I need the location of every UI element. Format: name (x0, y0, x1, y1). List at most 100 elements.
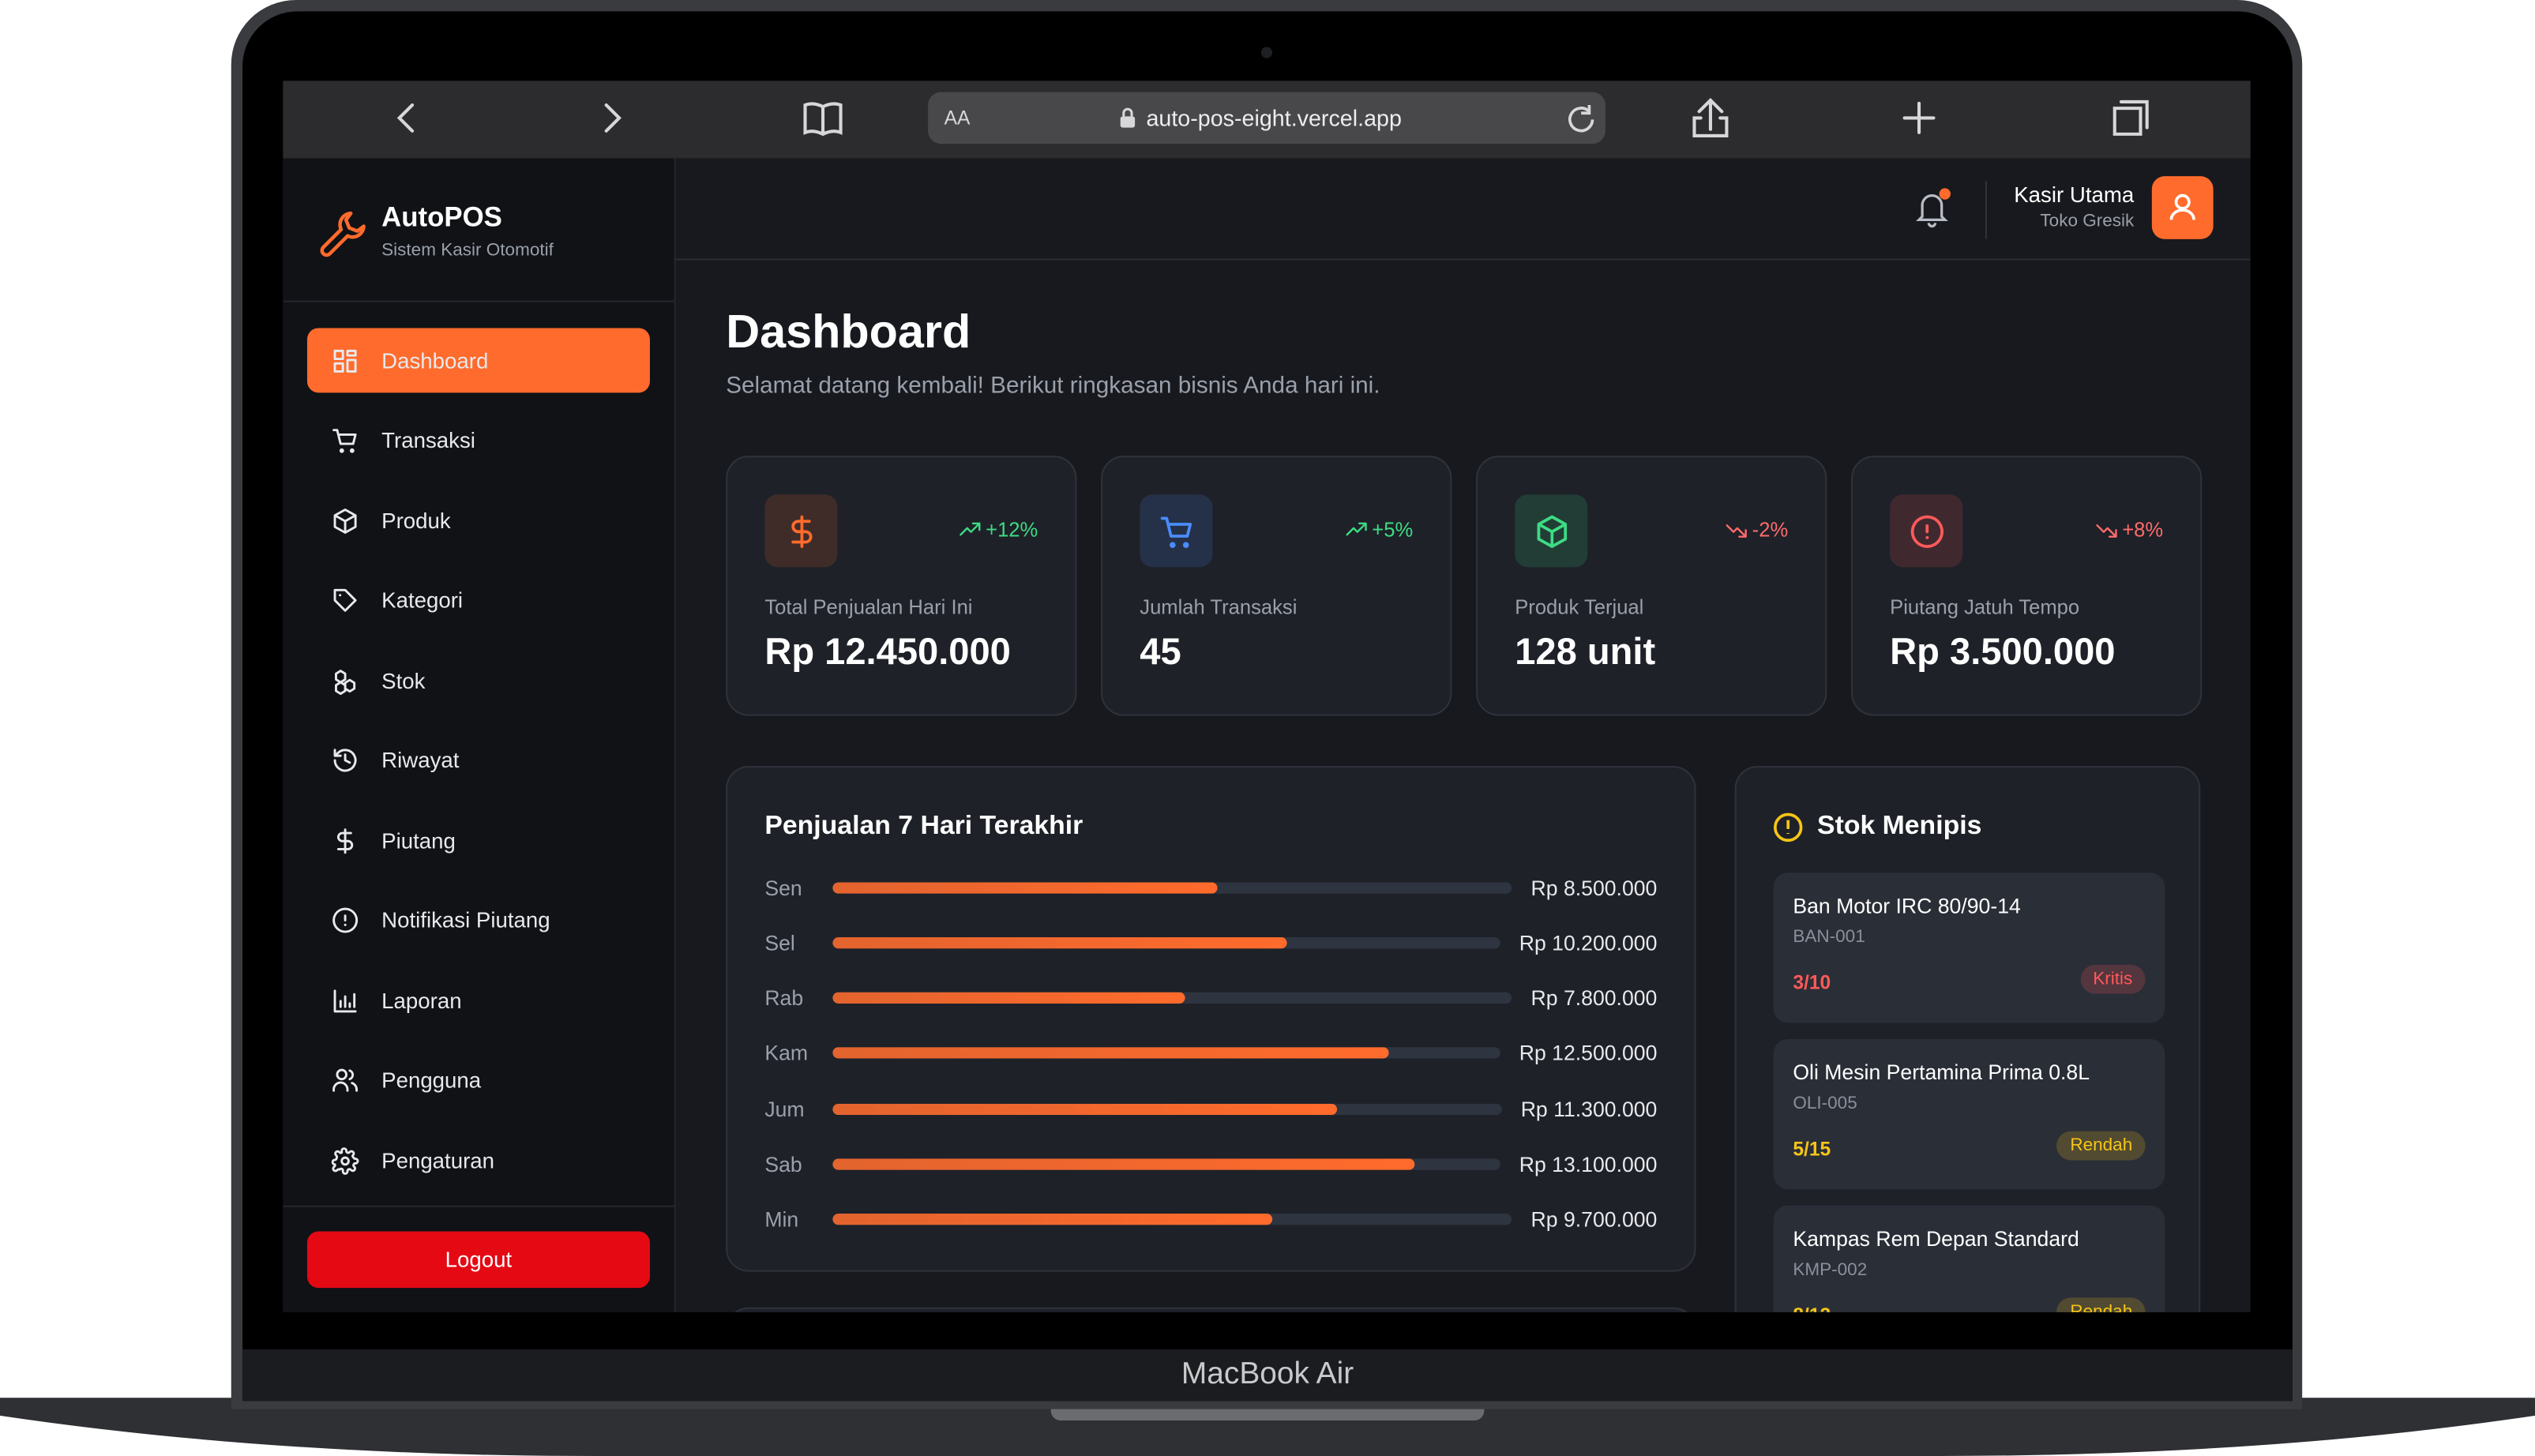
trend-icon (1345, 522, 1366, 536)
tabs[interactable] (2112, 99, 2149, 136)
divider (283, 300, 674, 302)
stat-value: Rp 3.500.000 (1890, 630, 2116, 673)
chin (242, 1349, 2293, 1402)
stock-item[interactable]: Kampas Rem Depan Standard KMP-002 8/12 Rend… (1773, 1205, 2165, 1312)
topbar: Kasir Utama Toko Gresik (675, 159, 2251, 261)
logo-icon (320, 211, 366, 257)
value-label: Rp 8.500.000 (1530, 875, 1658, 899)
new-tab[interactable] (1902, 101, 1936, 134)
browser-icons (396, 97, 2149, 137)
stat-value: 45 (1140, 630, 1181, 673)
category-label: Sab (764, 1152, 802, 1176)
value-label: Rp 12.500.000 (1519, 1041, 1658, 1066)
stock-card: Stok Menipis Ban Motor IRC 80/90-14 BAN-0… (1734, 766, 2201, 1312)
stat-label: Piutang Jatuh Tempo (1890, 596, 2080, 619)
nav-icon (333, 588, 357, 612)
back[interactable] (396, 103, 415, 133)
nav-label: Laporan (381, 988, 462, 1013)
nav-label: Riwayat (381, 748, 460, 773)
bar-track (832, 936, 1500, 948)
nav-item[interactable]: Riwayat (307, 728, 650, 793)
nav-icon (332, 429, 357, 453)
notification-bell[interactable] (1913, 187, 1955, 229)
stat-icon (1140, 494, 1213, 568)
logout-button[interactable]: Logout (306, 1231, 650, 1289)
nav-item[interactable]: Pengguna (307, 1048, 650, 1113)
bar-row: Rab Rp 7.800.000 (764, 982, 1657, 1015)
product-name: Oli Mesin Pertamina Prima 0.8L (1793, 1060, 2090, 1085)
nav-icon (333, 989, 357, 1012)
stock-status: Rendah (2056, 1131, 2146, 1161)
bookmarks[interactable] (803, 102, 843, 137)
nav-icon (336, 827, 354, 854)
value-label: Rp 7.800.000 (1530, 985, 1658, 1011)
bar-track (832, 992, 1512, 1004)
stock-item[interactable]: Ban Motor IRC 80/90-14 BAN-001 3/10 Kritis (1773, 872, 2165, 1023)
bar (832, 881, 1218, 893)
nav-icon (332, 1068, 359, 1092)
stat-value: 128 unit (1515, 630, 1656, 673)
url: auto-pos-eight.vercel.app (1146, 105, 1402, 131)
nav-item[interactable]: Dashboard (306, 328, 650, 393)
nav-label: Dashboard (381, 348, 489, 373)
nav-item[interactable]: Transaksi (307, 408, 650, 473)
bar-row: Min Rp 9.700.000 (764, 1203, 1657, 1236)
stat-label: Total Penjualan Hari Ini (764, 596, 973, 619)
nav-item[interactable]: Laporan (307, 968, 650, 1033)
share[interactable] (1692, 97, 1729, 137)
category-label: Jum (764, 1097, 805, 1121)
bar (832, 936, 1286, 948)
nav-item[interactable]: Pengaturan (307, 1128, 650, 1193)
category-label: Kam (764, 1041, 809, 1066)
bar-track (832, 881, 1512, 893)
divider (283, 1205, 674, 1207)
value-label: Rp 10.200.000 (1519, 930, 1658, 955)
bar (832, 1047, 1389, 1060)
bar (832, 992, 1186, 1004)
stat-value: Rp 12.450.000 (764, 630, 1011, 673)
nav-icon (333, 348, 357, 372)
forward[interactable] (604, 103, 622, 133)
brand: AutoPOS (381, 201, 502, 233)
nav-label: Pengaturan (381, 1148, 495, 1173)
category-label: Min (764, 1207, 799, 1233)
nav-icon (331, 1146, 359, 1174)
icon (1159, 516, 1192, 547)
stock-qty: 5/15 (1793, 1137, 1831, 1161)
address-bar[interactable]: AA auto-pos-eight.vercel.app (928, 92, 1606, 144)
nav-item[interactable]: Piutang (307, 808, 650, 872)
stat-card: +12% Total Penjualan Hari Ini Rp 12.450.00… (726, 456, 1077, 716)
nav-icon (335, 669, 356, 695)
bar (832, 1103, 1337, 1115)
product-code: KMP-002 (1793, 1260, 1868, 1280)
icon (1536, 514, 1567, 547)
product-code: OLI-005 (1793, 1094, 1857, 1114)
avatar[interactable] (2151, 176, 2214, 239)
nav-item[interactable]: Produk (307, 488, 650, 553)
icon (1910, 514, 1943, 547)
nav-item[interactable]: Stok (307, 648, 650, 713)
stat-label: Produk Terjual (1515, 596, 1644, 619)
trend-value: +12% (986, 518, 1038, 542)
nav-icon (332, 907, 359, 933)
camera (1260, 47, 1273, 58)
stat-card: +8% Piutang Jatuh Tempo Rp 3.500.000 (1851, 456, 2203, 716)
next-card (726, 1307, 1696, 1312)
trend-icon (1726, 524, 1747, 538)
stock-title: Stok Menipis (1817, 811, 1982, 841)
nav-item[interactable]: Kategori (307, 568, 650, 632)
bar-row: Sel Rp 10.200.000 (764, 926, 1657, 959)
page-title: Dashboard (726, 306, 971, 359)
reader-button[interactable]: AA (944, 107, 971, 129)
bar-row: Sen Rp 8.500.000 (764, 871, 1657, 903)
reload[interactable] (1565, 102, 1598, 134)
nav-item[interactable]: Notifikasi Piutang (307, 888, 650, 953)
category-label: Rab (764, 985, 804, 1011)
trend-value: +8% (2122, 518, 2164, 542)
stock-item[interactable]: Oli Mesin Pertamina Prima 0.8L OLI-005 5/1… (1773, 1038, 2165, 1190)
nav-label: Kategori (381, 587, 464, 613)
stat-icon (1890, 494, 1963, 568)
device-label: MacBook Air (1181, 1357, 1354, 1392)
tagline: Sistem Kasir Otomotif (381, 240, 554, 261)
